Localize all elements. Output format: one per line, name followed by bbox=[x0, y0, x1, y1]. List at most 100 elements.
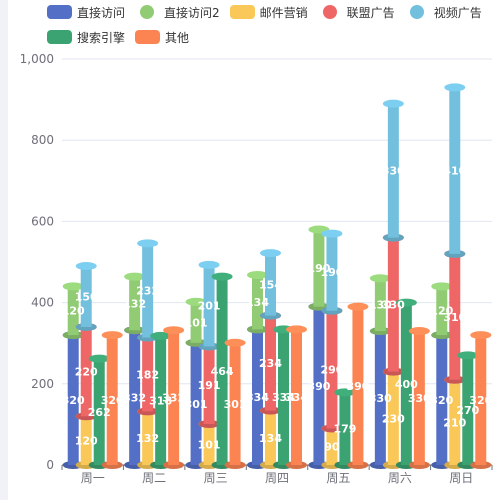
chart-legend: 直接访问 直接访问2 邮件营销 联盟广告 视频广告 搜索引擎 其他 bbox=[47, 3, 492, 46]
data-label: 150 bbox=[75, 291, 98, 304]
bar-series-6[interactable] bbox=[291, 329, 302, 465]
bar-series-5[interactable] bbox=[462, 355, 474, 465]
bar-top-cap bbox=[260, 249, 281, 258]
bar-series-1[interactable] bbox=[436, 286, 448, 336]
bar-series-2[interactable] bbox=[387, 371, 399, 465]
bar-top-cap bbox=[75, 262, 97, 271]
bar-top-cap bbox=[88, 354, 110, 363]
bar-series-1[interactable] bbox=[313, 229, 325, 307]
bar-series-4[interactable] bbox=[265, 253, 276, 316]
x-tick-label: 周四 bbox=[265, 471, 289, 485]
bars bbox=[62, 83, 492, 469]
bar-series-3[interactable] bbox=[142, 337, 154, 412]
bar-series-3[interactable] bbox=[387, 237, 399, 372]
data-label: 390 bbox=[346, 380, 369, 393]
bar-series-1[interactable] bbox=[374, 278, 386, 332]
x-tick-label: 周二 bbox=[142, 471, 166, 485]
bar-series-2[interactable] bbox=[449, 379, 461, 465]
bar-series-2[interactable] bbox=[80, 416, 92, 465]
data-label: 330 bbox=[408, 392, 431, 405]
x-tick-label: 周六 bbox=[388, 471, 412, 485]
legend-item-other[interactable]: 其他 bbox=[135, 28, 189, 46]
bar-series-0[interactable] bbox=[190, 342, 202, 465]
bar-series-0[interactable] bbox=[374, 331, 386, 465]
bar-series-3[interactable] bbox=[203, 346, 215, 424]
bar-series-4[interactable] bbox=[326, 233, 338, 311]
bar-series-6[interactable] bbox=[475, 335, 487, 465]
legend-item-video[interactable]: 视频广告 bbox=[405, 3, 482, 21]
bar-series-5[interactable] bbox=[155, 335, 167, 465]
x-tick-label: 周日 bbox=[449, 471, 473, 485]
legend-item-search[interactable]: 搜索引擎 bbox=[47, 28, 125, 46]
bar-top-cap bbox=[101, 331, 123, 340]
bar-series-0[interactable] bbox=[252, 329, 263, 465]
bar-series-5[interactable] bbox=[216, 276, 228, 465]
data-label: 132 bbox=[123, 297, 146, 310]
data-label: 310 bbox=[443, 311, 466, 324]
data-label: 132 bbox=[136, 432, 159, 445]
data-label: 232 bbox=[136, 284, 159, 297]
bar-series-1[interactable] bbox=[67, 286, 79, 336]
bar-series-3[interactable] bbox=[449, 253, 461, 380]
legend-swatch-search bbox=[47, 30, 72, 44]
bar-series-4[interactable] bbox=[449, 87, 461, 254]
bar-series-0[interactable] bbox=[436, 335, 448, 465]
bar-series-4[interactable] bbox=[142, 243, 154, 338]
bar-series-3[interactable] bbox=[80, 326, 92, 417]
bar-series-0[interactable] bbox=[67, 335, 79, 465]
data-label: 230 bbox=[382, 412, 405, 425]
y-tick-label: 400 bbox=[31, 296, 54, 310]
y-tick-label: 1,000 bbox=[20, 52, 54, 66]
bar-series-3[interactable] bbox=[265, 315, 276, 411]
bar-series-6[interactable] bbox=[106, 335, 118, 465]
bar-series-6[interactable] bbox=[413, 331, 425, 465]
bar-series-6[interactable] bbox=[352, 306, 364, 465]
data-label: 290 bbox=[320, 364, 343, 377]
bar-series-5[interactable] bbox=[278, 329, 289, 465]
data-label: 400 bbox=[395, 378, 418, 391]
data-label: 262 bbox=[88, 406, 111, 419]
legend-swatch-video bbox=[409, 5, 424, 19]
y-tick-label: 0 bbox=[46, 458, 54, 472]
legend-item-email[interactable]: 邮件营销 bbox=[229, 3, 308, 21]
bar-series-6[interactable] bbox=[229, 342, 241, 465]
bar-series-1[interactable] bbox=[252, 274, 263, 330]
data-label: 320 bbox=[430, 394, 453, 407]
bar-series-4[interactable] bbox=[387, 103, 399, 238]
data-label: 210 bbox=[443, 416, 466, 429]
bar-series-5[interactable] bbox=[93, 358, 105, 465]
bar-series-5[interactable] bbox=[400, 302, 412, 465]
bar-series-6[interactable] bbox=[168, 330, 180, 465]
legend-item-direct[interactable]: 直接访问 bbox=[47, 3, 125, 21]
bar-series-0[interactable] bbox=[313, 306, 325, 465]
data-label: 330 bbox=[382, 299, 405, 312]
data-label: 334 bbox=[272, 391, 295, 404]
legend-item-union[interactable]: 联盟广告 bbox=[318, 3, 395, 21]
data-label: 220 bbox=[75, 366, 98, 379]
bar-top-cap bbox=[470, 331, 492, 340]
bar-top-cap bbox=[247, 270, 268, 279]
bar-series-0[interactable] bbox=[129, 330, 141, 465]
bar-top-cap bbox=[457, 351, 479, 360]
bar-series-1[interactable] bbox=[190, 301, 202, 343]
legend-item-direct2[interactable]: 直接访问2 bbox=[135, 3, 220, 21]
bar-top-cap bbox=[395, 298, 417, 307]
bar-top-cap bbox=[137, 239, 159, 248]
bar-top-cap bbox=[124, 272, 146, 281]
bar-series-5[interactable] bbox=[339, 392, 351, 465]
bar-series-2[interactable] bbox=[265, 410, 276, 465]
bar-series-3[interactable] bbox=[326, 310, 338, 429]
legend-label: 直接访问2 bbox=[164, 5, 220, 20]
bar-series-2[interactable] bbox=[203, 423, 215, 465]
bar-top-cap bbox=[185, 297, 207, 306]
grid-lines bbox=[62, 58, 492, 385]
bar-series-2[interactable] bbox=[326, 428, 338, 465]
data-label: 190 bbox=[307, 262, 330, 275]
bar-top-cap bbox=[211, 272, 233, 281]
bar-top-cap bbox=[150, 331, 172, 340]
bar-series-2[interactable] bbox=[142, 411, 154, 465]
data-label: 410 bbox=[443, 165, 466, 178]
bar-series-4[interactable] bbox=[203, 264, 215, 347]
bar-series-4[interactable] bbox=[80, 266, 92, 327]
bar-series-1[interactable] bbox=[129, 276, 141, 331]
